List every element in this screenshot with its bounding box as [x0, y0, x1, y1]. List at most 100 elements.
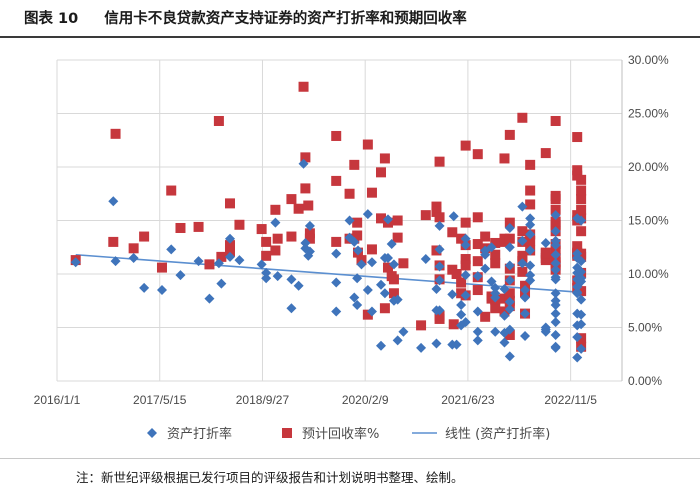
recovery-rate-point: [576, 194, 587, 205]
discount-rate-point: [460, 270, 471, 281]
recovery-rate-point: [362, 139, 373, 150]
recovery-rate-point: [540, 148, 551, 159]
discount-rate-point: [550, 317, 561, 328]
discount-rate-point: [486, 242, 497, 253]
recovery-rate-point: [472, 149, 483, 160]
discount-rate-point: [550, 341, 561, 352]
discount-rate-point: [213, 258, 224, 269]
discount-rate-point: [550, 272, 561, 283]
recovery-rate-point: [480, 231, 491, 242]
figure-note: 注：新世纪评级根据已发行项目的评级报告和计划说明书整理、绘制。: [76, 470, 464, 485]
recovery-rate-point: [344, 188, 355, 199]
discount-rate-point: [270, 217, 281, 228]
recovery-rate-point: [128, 243, 139, 254]
recovery-rate-point: [550, 204, 561, 215]
discount-rate-point: [420, 254, 431, 265]
discount-rate-point: [504, 351, 515, 362]
discount-rate-point: [520, 331, 531, 342]
recovery-rate-point: [504, 329, 515, 340]
recovery-rate-series: [70, 81, 587, 352]
discount-rate-point: [499, 283, 510, 294]
recovery-rate-point: [525, 185, 536, 196]
discount-rate-point: [550, 226, 561, 237]
scatter-chart: 0.00% 5.00% 10.00% 15.00% 20.00% 25.00% 30.00%…: [34, 53, 669, 442]
discount-rate-point: [504, 296, 515, 307]
discount-rate-point: [576, 343, 587, 354]
recovery-rate-point: [576, 226, 587, 237]
discount-rate-point: [376, 340, 387, 351]
discount-rate-point: [261, 273, 272, 284]
discount-rate-point: [456, 309, 467, 320]
discount-rate-point: [572, 287, 583, 298]
recovery-rate-point: [525, 235, 536, 246]
recovery-rate-point: [572, 132, 583, 143]
recovery-rate-point: [298, 81, 309, 92]
discount-rate-point: [499, 310, 510, 321]
x-tick-label: 2021/6/23: [441, 393, 495, 407]
discount-rate-point: [366, 306, 377, 317]
discount-rate-point: [525, 275, 536, 286]
recovery-rate-point: [379, 303, 390, 314]
legend-label: 线性 (资产打折率): [445, 426, 550, 442]
recovery-rate-point: [460, 260, 471, 271]
discount-rate-point: [224, 251, 235, 262]
recovery-rate-point: [362, 309, 373, 320]
recovery-rate-point: [272, 233, 283, 244]
recovery-rate-point: [576, 174, 587, 185]
recovery-rate-point: [504, 217, 515, 228]
recovery-rate-point: [504, 129, 515, 140]
legend-square-icon: [282, 428, 292, 438]
legend-label: 预计回收率%: [302, 426, 379, 442]
discount-rate-point: [550, 258, 561, 269]
recovery-rate-point: [576, 204, 587, 215]
discount-rate-point: [298, 158, 309, 169]
discount-rate-point: [550, 308, 561, 319]
discount-rate-point: [499, 337, 510, 348]
discount-rate-point: [392, 335, 403, 346]
recovery-rate-point: [472, 256, 483, 267]
discount-rate-point: [456, 300, 467, 311]
discount-rate-point: [352, 300, 363, 311]
discount-rate-point: [366, 257, 377, 268]
recovery-rate-point: [504, 288, 515, 299]
recovery-rate-point: [379, 153, 390, 164]
discount-rate-point: [386, 239, 397, 250]
figure-title-text: 信用卡不良贷款资产支持证券的资产打折率和预期回收率: [104, 11, 467, 27]
recovery-rate-point: [490, 237, 501, 248]
discount-rate-point: [434, 275, 445, 286]
discount-rate-point: [576, 215, 587, 226]
recovery-rate-point: [256, 224, 267, 235]
recovery-rate-point: [525, 159, 536, 170]
discount-rate-point: [224, 233, 235, 244]
recovery-rate-point: [376, 213, 387, 224]
discount-rate-point: [550, 295, 561, 306]
discount-rate-point: [331, 306, 342, 317]
recovery-rate-point: [156, 262, 167, 273]
y-tick-label: 0.00%: [628, 374, 662, 388]
recovery-rate-point: [490, 249, 501, 260]
recovery-rate-point: [550, 216, 561, 227]
discount-rate-point: [490, 326, 501, 337]
discount-rate-point: [520, 292, 531, 303]
discount-rate-point: [108, 196, 119, 207]
discount-rate-point: [434, 244, 445, 255]
recovery-rate-point: [382, 262, 393, 273]
discount-rate-point: [504, 260, 515, 271]
discount-rate-series: [70, 158, 587, 363]
discount-rate-point: [525, 270, 536, 281]
recovery-rate-point: [388, 288, 399, 299]
grid: [56, 59, 623, 382]
recovery-rate-point: [451, 269, 462, 279]
discount-rate-point: [175, 270, 186, 281]
recovery-rate-point: [213, 115, 224, 126]
recovery-rate-point: [166, 185, 177, 196]
recovery-rate-point: [366, 187, 377, 198]
discount-rate-point: [490, 282, 501, 293]
recovery-rate-point: [456, 277, 467, 288]
recovery-rate-point: [303, 200, 314, 211]
discount-rate-point: [576, 294, 587, 305]
discount-rate-point: [576, 256, 587, 267]
recovery-rate-point: [352, 217, 363, 228]
recovery-rate-point: [447, 227, 458, 238]
discount-rate-point: [525, 213, 536, 224]
